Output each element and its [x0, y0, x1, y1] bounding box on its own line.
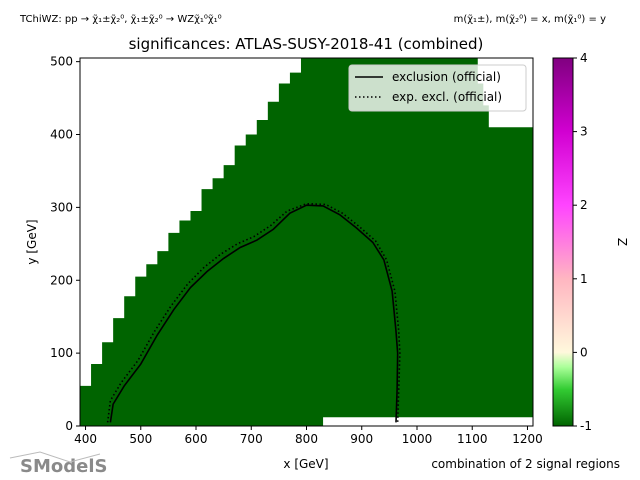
expected-exclusion-curve — [106, 202, 401, 423]
x-tick-label: 1100 — [457, 432, 488, 446]
signal-regions-note: combination of 2 signal regions — [431, 457, 620, 471]
x-tick-label: 1000 — [402, 432, 433, 446]
colorbar-tick-label: 4 — [580, 51, 588, 65]
x-tick-label: 600 — [185, 432, 208, 446]
process-label: TChiWZ: pp → χ̃₁±χ̃₂⁰, χ̃₁±χ̃₂⁰ → WZχ̃₁⁰… — [19, 13, 222, 25]
y-tick-label: 500 — [50, 55, 73, 69]
mass-relation-label: m(χ̃₁±), m(χ̃₂⁰) = x, m(χ̃₁⁰) = y — [454, 13, 606, 25]
x-tick-label: 400 — [74, 432, 97, 446]
colorbar-tick-label: 0 — [580, 345, 588, 359]
x-tick-label: 800 — [295, 432, 318, 446]
smodels-logo-text: SModelS — [20, 456, 107, 477]
x-tick-label: 1200 — [512, 432, 543, 446]
colorbar-tick-label: 1 — [580, 272, 588, 286]
significance-field — [80, 58, 533, 426]
legend-entry-exclusion: exclusion (official) — [392, 70, 501, 84]
exclusion-curve — [109, 204, 399, 423]
logo-decoration — [9, 451, 101, 463]
smodels-logo: SModelS — [9, 451, 107, 477]
x-axis-label: x [GeV] — [283, 457, 328, 471]
y-tick-label: 0 — [65, 419, 73, 433]
chart-title: significances: ATLAS-SUSY-2018-41 (combi… — [129, 35, 484, 53]
y-tick-label: 400 — [50, 128, 73, 142]
x-tick-label: 900 — [350, 432, 373, 446]
y-axis-label: y [GeV] — [25, 219, 39, 264]
colorbar-label: Z — [615, 238, 629, 246]
y-tick-label: 200 — [50, 273, 73, 287]
x-tick-label: 700 — [240, 432, 263, 446]
legend-box — [348, 64, 527, 112]
colorbar-tick-label: 3 — [580, 125, 588, 139]
legend: exclusion (official) exp. excl. (officia… — [348, 64, 527, 112]
colorbar-tick-label: 2 — [580, 198, 588, 212]
y-tick-label: 100 — [50, 346, 73, 360]
legend-entry-expected: exp. excl. (official) — [392, 90, 502, 104]
uncovered-region — [323, 417, 533, 426]
colorbar — [552, 57, 574, 427]
y-tick-label: 300 — [50, 200, 73, 214]
x-tick-label: 500 — [129, 432, 152, 446]
colorbar-tick-label: -1 — [580, 419, 592, 433]
